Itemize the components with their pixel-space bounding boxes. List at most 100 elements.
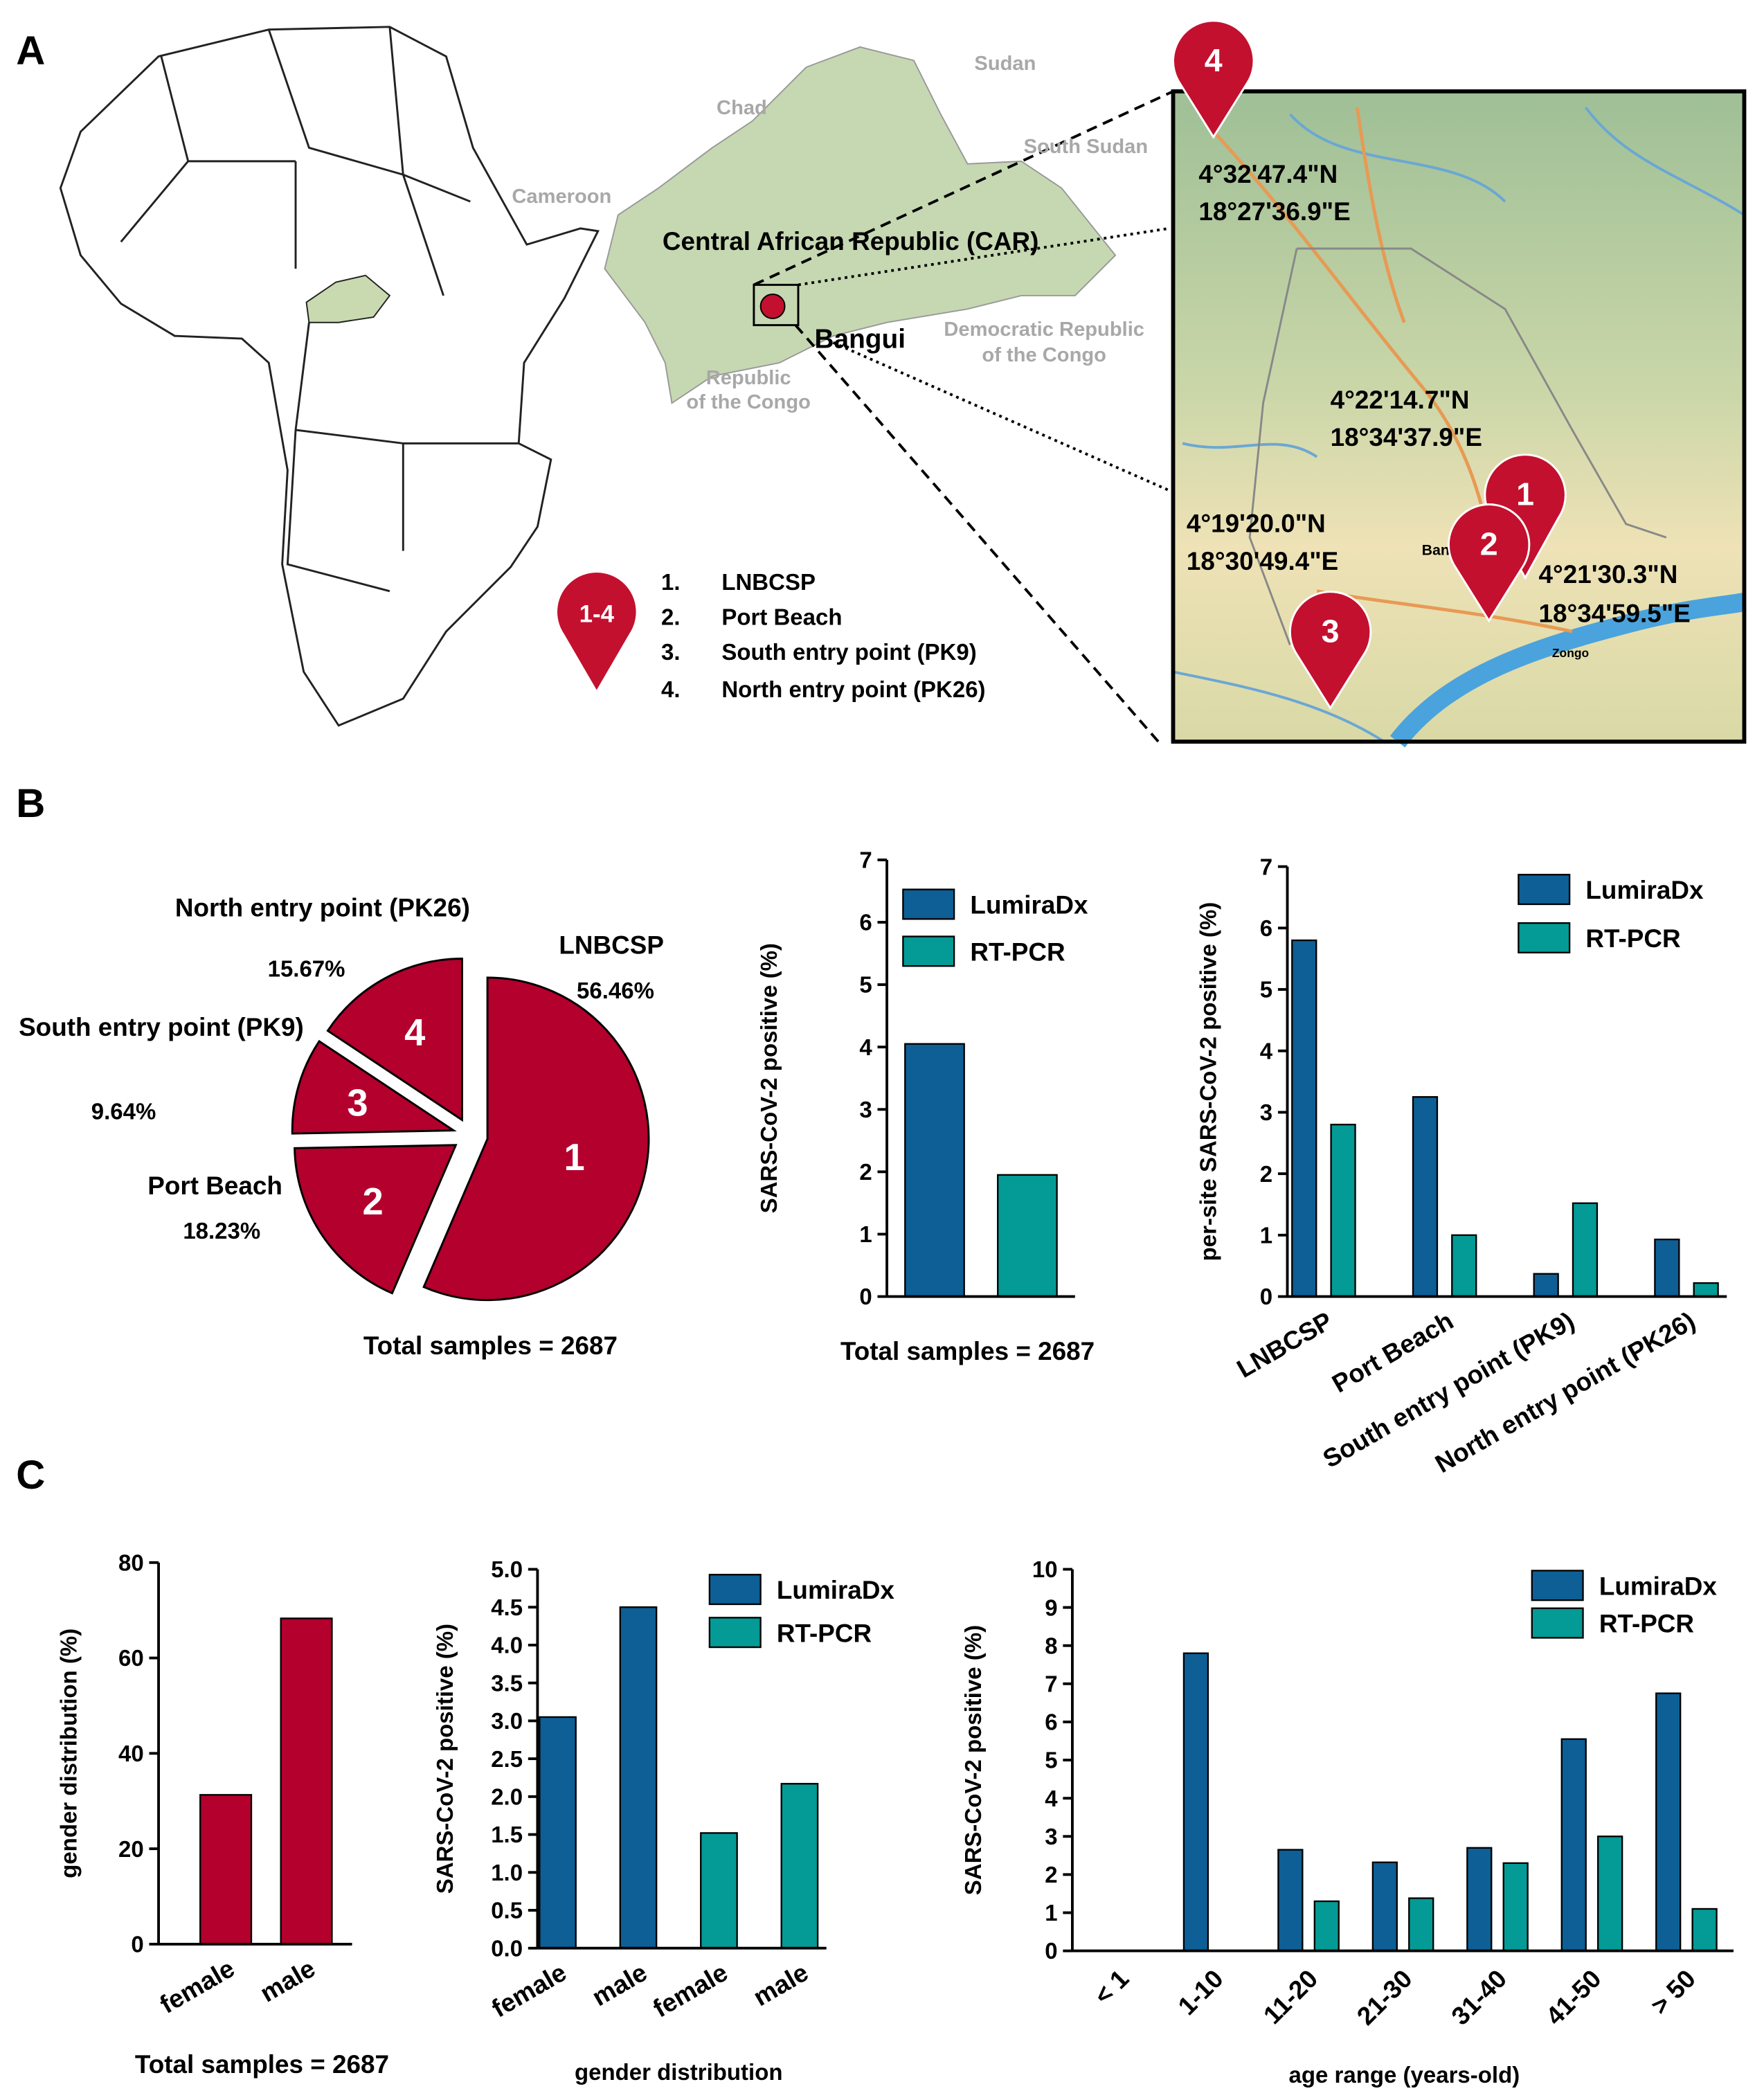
y-tick-label: 5 — [859, 972, 872, 998]
bar — [904, 1043, 965, 1298]
x-tick-label: male — [748, 1958, 813, 2012]
car-small — [305, 274, 391, 323]
bar — [1313, 1900, 1340, 1952]
legend-label: RT-PCR — [970, 937, 1065, 966]
y-tick-label: 2 — [1260, 1161, 1272, 1187]
pie-value-label: 18.23% — [183, 1218, 260, 1244]
bar — [619, 1606, 658, 1949]
slice-label: 3 — [347, 1082, 368, 1124]
legend-swatch — [1531, 1607, 1584, 1639]
pie-slice — [291, 1039, 457, 1135]
panel-letter: C — [16, 1453, 45, 1498]
y-axis-label: SARS-CoV-2 positive (%) — [432, 1624, 458, 1894]
coordinate: 18°34'37.9"E — [1331, 423, 1482, 451]
x-tick-label: < 1 — [1088, 1964, 1134, 2010]
site-number: 4. — [661, 676, 681, 702]
legend-swatch — [902, 888, 955, 920]
coordinate: 18°34'59.5"E — [1538, 599, 1690, 627]
legend-swatch — [708, 1617, 762, 1649]
y-tick-label: 1.0 — [491, 1860, 523, 1885]
y-tick-label: 3.0 — [491, 1708, 523, 1734]
bar — [1291, 939, 1317, 1298]
x-tick-label: female — [487, 1958, 571, 2023]
note: Total samples = 2687 — [840, 1337, 1095, 1365]
legend-swatch — [1518, 922, 1571, 953]
x-tick-label: 41-50 — [1540, 1964, 1607, 2031]
bar — [1533, 1273, 1559, 1298]
pie-value-label: 9.64% — [91, 1098, 156, 1124]
bar — [1412, 1096, 1439, 1298]
y-tick-label: 2.0 — [491, 1784, 523, 1809]
note: Total samples = 2687 — [135, 2050, 389, 2079]
y-tick-label: 5 — [1045, 1748, 1057, 1773]
country-label: Republic — [706, 367, 791, 389]
pie-category: South entry point (PK9) — [19, 1013, 304, 1041]
pin-label: 4 — [1205, 42, 1223, 78]
y-tick-label: 1 — [859, 1221, 872, 1247]
x-tick-label: female — [648, 1958, 732, 2023]
bar — [1654, 1238, 1680, 1298]
y-tick-label: 0 — [131, 1932, 143, 1957]
pin — [1448, 503, 1531, 623]
legend-label: LumiraDx — [970, 891, 1088, 919]
bar — [1451, 1234, 1477, 1298]
pin-label: 2 — [1480, 526, 1498, 562]
y-tick-label: 80 — [118, 1550, 144, 1575]
bar — [1466, 1847, 1493, 1952]
connector — [798, 226, 1169, 287]
site-label: South entry point (PK9) — [721, 639, 976, 665]
connector — [753, 90, 1174, 287]
coordinate: 4°22'14.7"N — [1331, 386, 1470, 414]
pin — [1172, 19, 1255, 139]
bar — [1330, 1124, 1356, 1298]
y-tick-label: 1 — [1260, 1223, 1272, 1248]
africa-map — [59, 26, 600, 727]
y-tick-label: 6 — [859, 910, 872, 935]
pin — [1484, 454, 1567, 580]
connector — [832, 341, 1170, 492]
y-tick-label: 1 — [1045, 1900, 1057, 1926]
inset-frame — [1171, 89, 1747, 744]
x-axis-label: age range (years-old) — [1289, 2062, 1520, 2088]
bar — [997, 1174, 1058, 1298]
place-label: Zongo — [1552, 646, 1589, 660]
y-tick-label: 3.5 — [491, 1670, 523, 1696]
x-tick-label: male — [255, 1954, 320, 2008]
y-tick-label: 6 — [1045, 1709, 1057, 1735]
y-axis-label: SARS-CoV-2 positive (%) — [960, 1625, 986, 1895]
y-tick-label: 20 — [118, 1836, 144, 1862]
legend-swatch — [708, 1574, 762, 1606]
legend-label: RT-PCR — [1599, 1610, 1694, 1638]
y-tick-label: 5 — [1260, 977, 1272, 1003]
x-tick-label: male — [587, 1958, 651, 2012]
coordinate: 18°27'36.9"E — [1198, 197, 1350, 226]
bar — [1597, 1836, 1623, 1952]
x-tick-label: 11-20 — [1258, 1964, 1323, 2029]
y-tick-label: 0 — [1260, 1284, 1272, 1309]
y-tick-label: 4.5 — [491, 1595, 523, 1620]
y-tick-label: 60 — [118, 1645, 144, 1671]
slice-label: 2 — [362, 1181, 383, 1223]
y-tick-label: 10 — [1032, 1556, 1058, 1582]
pie-category: LNBCSP — [559, 931, 664, 960]
pie-slice — [326, 958, 463, 1122]
pie-value-label: 56.46% — [577, 978, 654, 1003]
bar — [1572, 1202, 1599, 1298]
y-tick-label: 4 — [1045, 1786, 1058, 1811]
x-tick-label: 31-40 — [1446, 1964, 1513, 2031]
pin-label: 1-4 — [579, 600, 615, 627]
y-tick-label: 6 — [1260, 915, 1272, 941]
river — [1173, 107, 1745, 743]
bar — [1408, 1897, 1434, 1952]
inset-map — [1173, 91, 1745, 742]
site-label: Port Beach — [721, 604, 842, 629]
bar — [199, 1794, 253, 1946]
note: Total samples = 2687 — [363, 1331, 618, 1360]
y-tick-label: 4 — [859, 1034, 872, 1060]
country-label: Democratic Republic — [944, 318, 1144, 341]
pie-value-label: 15.67% — [268, 956, 345, 982]
y-tick-label: 9 — [1045, 1595, 1057, 1620]
site-label: North entry point (PK26) — [721, 676, 985, 702]
pin — [555, 571, 638, 694]
